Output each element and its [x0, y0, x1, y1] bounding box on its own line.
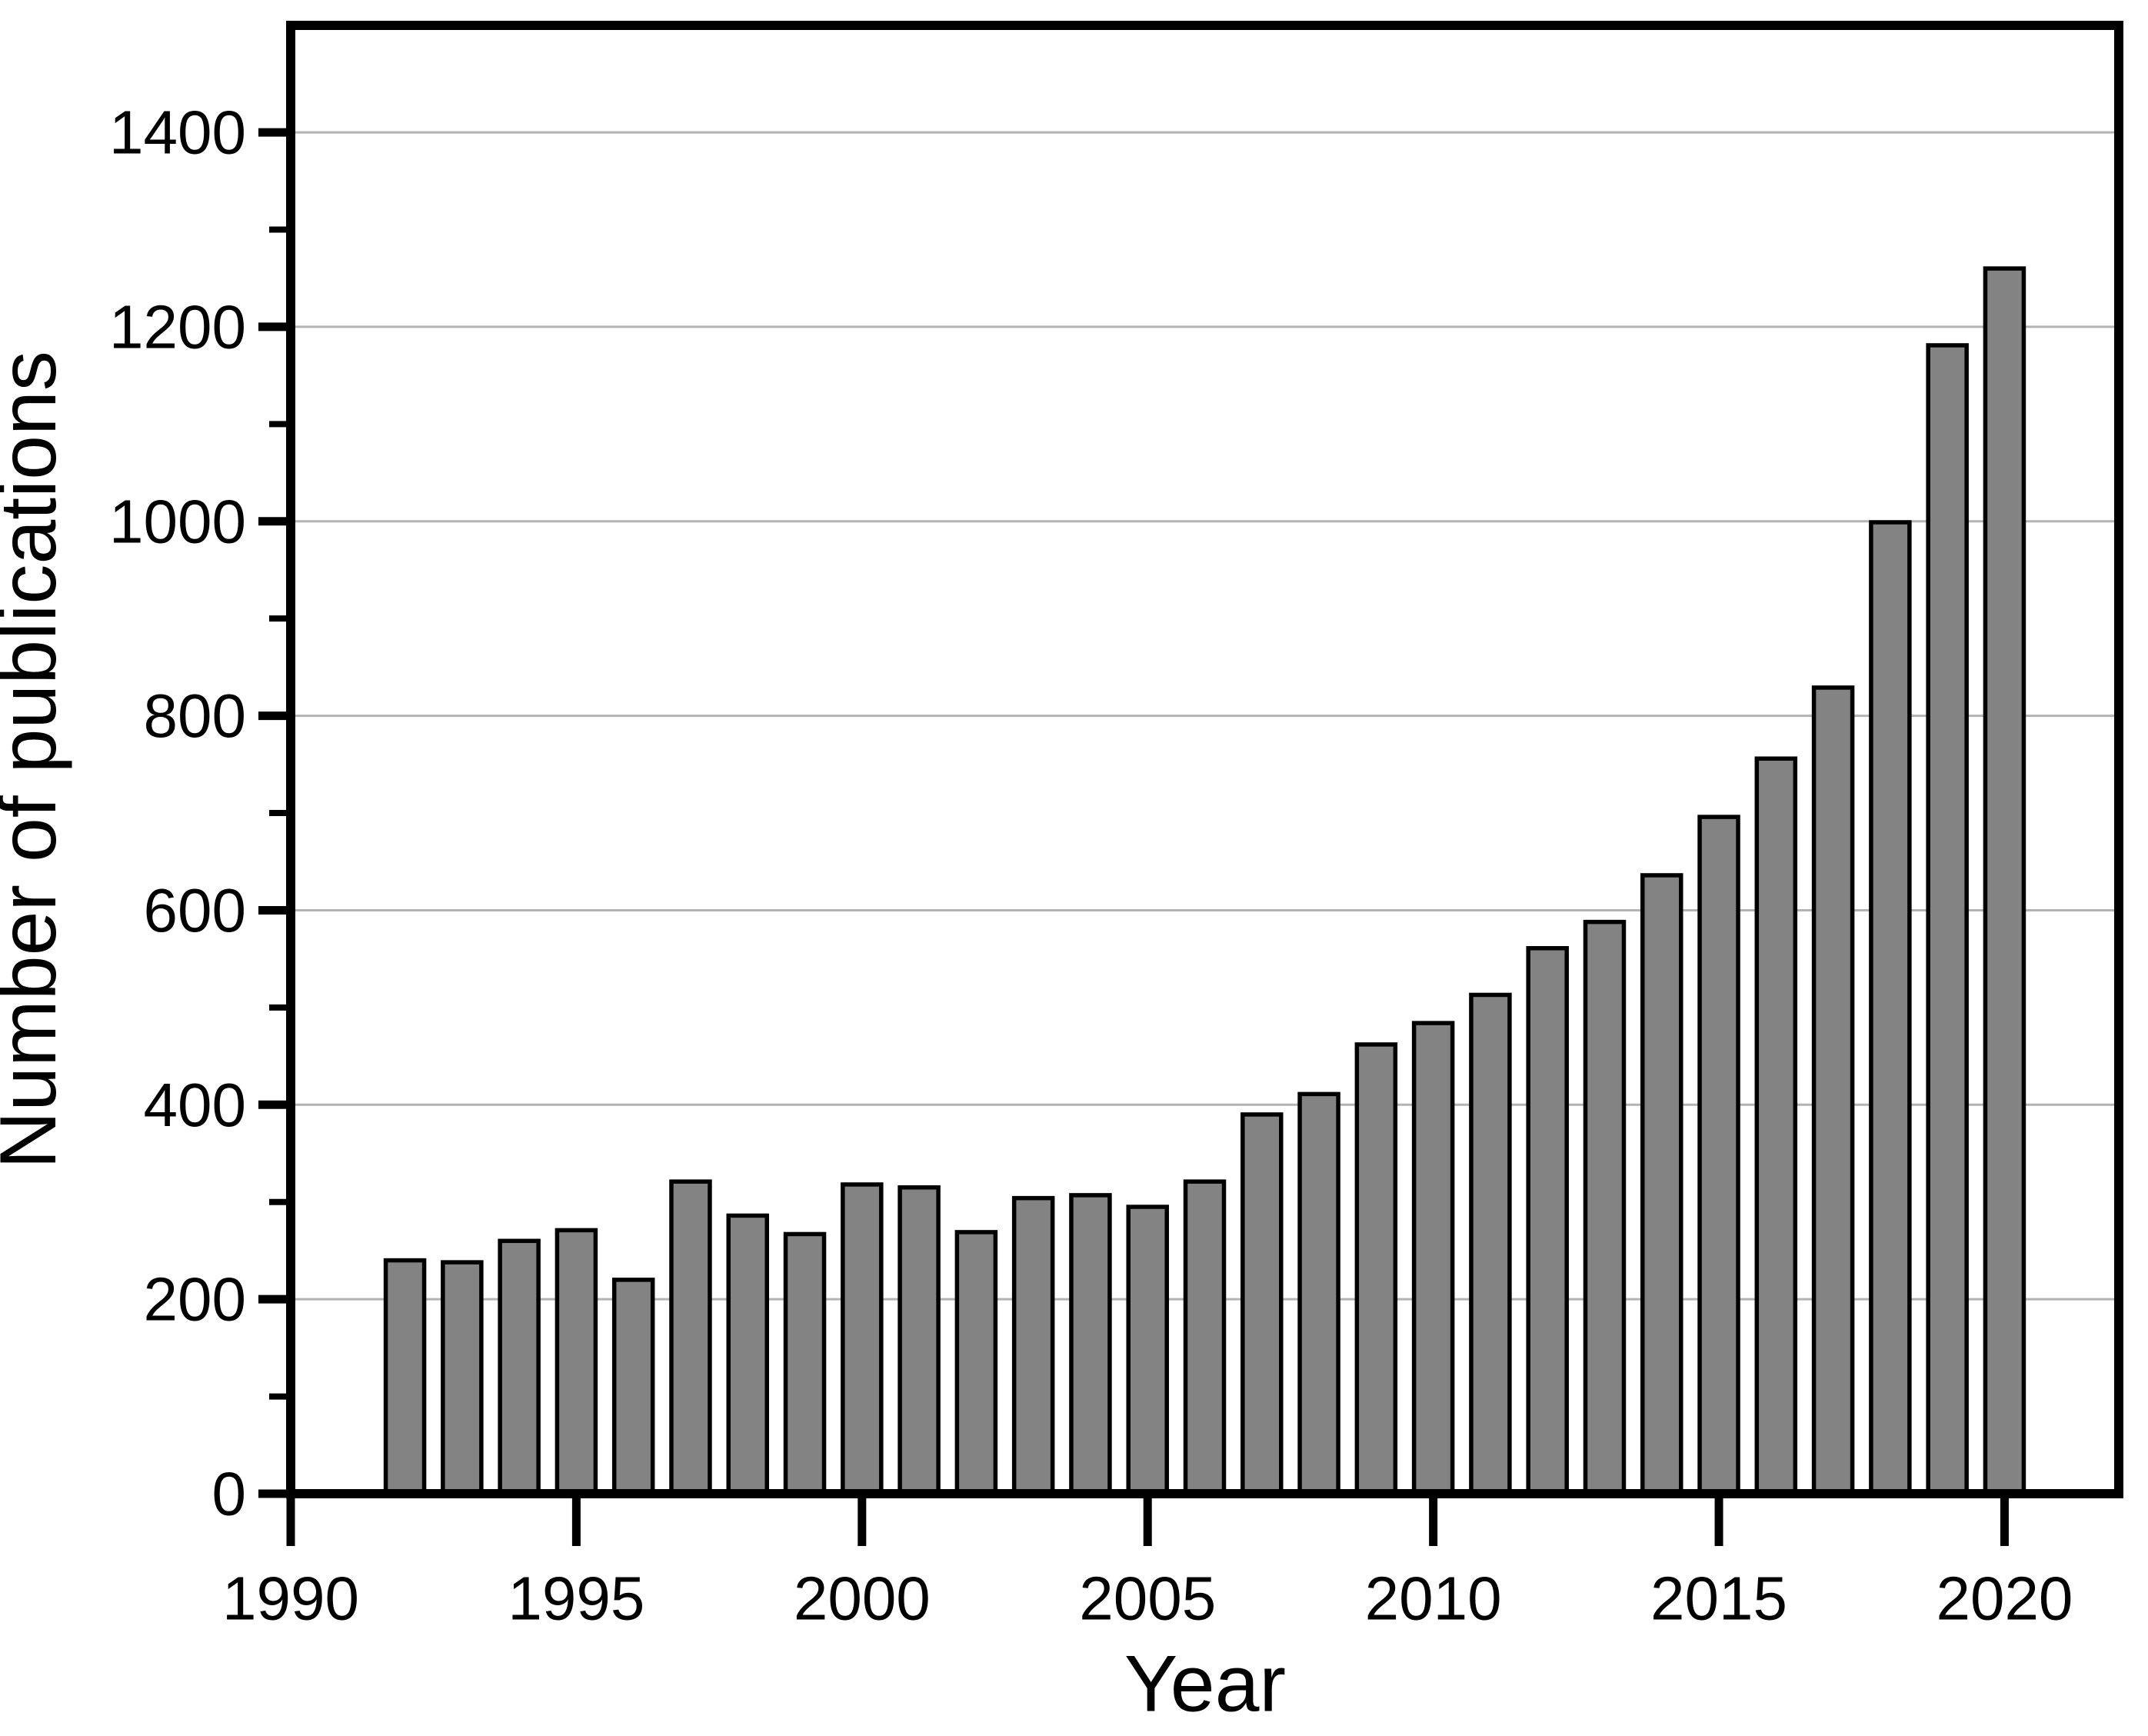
bar-2006: [1183, 1179, 1227, 1496]
x-tick-label-2000: 2000: [794, 1564, 931, 1633]
bar-1996: [611, 1278, 655, 1496]
bar-2018: [1869, 520, 1912, 1496]
tick-labels: 0 200 400 600 800 1000 1200 1400 1990 1995 2000 200…: [109, 98, 2073, 1633]
y-axis-title: Number of publications: [0, 351, 73, 1169]
bar-1998: [726, 1213, 769, 1496]
x-tick-label-2005: 2005: [1079, 1564, 1216, 1633]
bar-2000: [841, 1182, 884, 1496]
bar-2007: [1241, 1112, 1284, 1496]
bar-2008: [1297, 1091, 1340, 1496]
bar-2013: [1583, 919, 1627, 1496]
bar-2011: [1469, 992, 1512, 1496]
bar-1994: [498, 1238, 541, 1496]
bar-2014: [1640, 873, 1683, 1496]
bar-2001: [897, 1185, 941, 1496]
bar-1992: [383, 1258, 427, 1496]
bar-2020: [1983, 266, 2026, 1496]
bar-2015: [1697, 815, 1740, 1496]
bar-1995: [554, 1228, 598, 1496]
y-tick-label-600: 600: [144, 876, 246, 945]
bar-2017: [1811, 685, 1855, 1496]
bar-2002: [954, 1230, 998, 1496]
bar-1997: [669, 1179, 712, 1496]
y-tick-label-0: 0: [212, 1460, 247, 1528]
y-tick-label-400: 400: [144, 1071, 246, 1139]
y-tick-label-1200: 1200: [109, 292, 246, 361]
y-tick-label-1000: 1000: [109, 487, 246, 555]
bar-2005: [1126, 1205, 1169, 1496]
x-tick-label-2020: 2020: [1936, 1564, 2073, 1633]
x-axis-title: Year: [1124, 1639, 1286, 1728]
x-tick-label-2015: 2015: [1650, 1564, 1787, 1633]
bar-2010: [1411, 1021, 1455, 1496]
y-tick-label-800: 800: [144, 681, 246, 750]
bar-1999: [783, 1231, 827, 1496]
x-tick-label-1995: 1995: [508, 1564, 644, 1633]
bar-2012: [1526, 946, 1569, 1496]
bars: [383, 266, 2026, 1496]
axis-ticks: [258, 128, 2009, 1546]
frame-border: [286, 21, 2123, 1498]
bar-2016: [1754, 756, 1798, 1496]
bar-2019: [1926, 343, 1969, 1496]
bar-2009: [1354, 1042, 1398, 1496]
y-tick-label-1400: 1400: [109, 98, 246, 167]
bar-2003: [1011, 1195, 1055, 1496]
x-tick-label-2010: 2010: [1365, 1564, 1502, 1633]
y-tick-label-200: 200: [144, 1265, 246, 1334]
bar-1993: [441, 1260, 484, 1496]
gridlines: [291, 131, 2119, 1301]
x-tick-label-1990: 1990: [222, 1564, 359, 1633]
bar-2004: [1069, 1193, 1112, 1496]
plot-frame: [286, 21, 2123, 1498]
